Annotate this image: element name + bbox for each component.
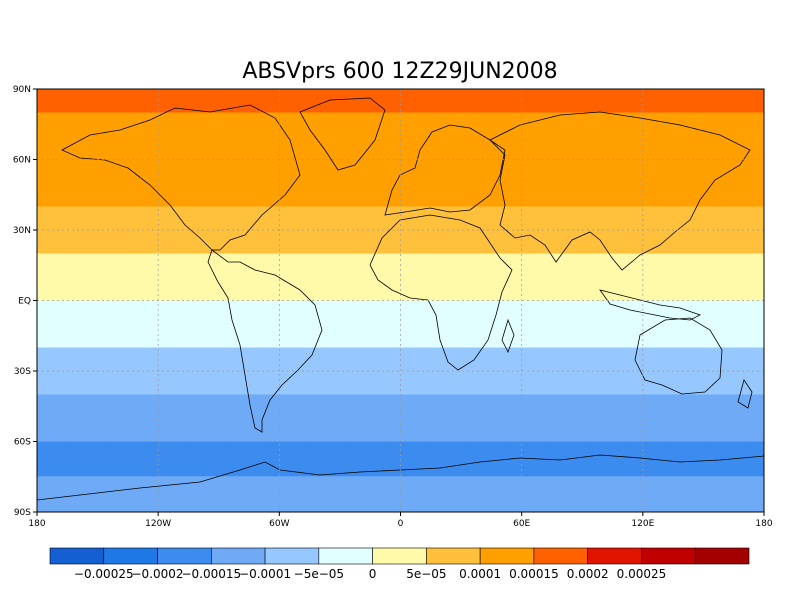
field-band-7 — [37, 394, 764, 442]
colorbar-swatch-11 — [641, 547, 696, 565]
x-tick-label-1: 120W — [145, 519, 171, 529]
coastline-new-zealand — [737, 379, 753, 409]
x-axis-ticks: 180 120W 60W 0 60E 120E 180 — [28, 512, 773, 529]
y-tick-label-3: EQ — [18, 297, 31, 307]
colorbar-swatch-5 — [318, 547, 373, 565]
colorbar-swatch-7 — [426, 547, 481, 565]
coastlines — [37, 97, 764, 501]
y-tick-label-1: 60N — [13, 156, 31, 166]
y-tick-label-5: 60S — [14, 438, 31, 448]
colorbar-swatch-9 — [533, 547, 588, 565]
colorbar-label-1: −0.0002 — [132, 567, 184, 581]
colorbar-label-4: −5e−05 — [294, 567, 344, 581]
coastline-south-america — [207, 249, 323, 433]
field-band-4 — [37, 253, 764, 301]
colorbar-label-2: −0.00015 — [181, 567, 241, 581]
graticule — [37, 89, 764, 512]
colorbar — [49, 547, 750, 565]
x-tick-label-4: 60E — [513, 519, 530, 529]
coastline-north-america — [61, 104, 301, 251]
x-tick-label-6: 180 — [755, 519, 772, 529]
colorbar-swatch-6 — [372, 547, 427, 565]
x-tick-label-2: 60W — [269, 519, 289, 529]
colorbar-swatch-10 — [587, 547, 642, 565]
y-tick-label-4: 30S — [14, 367, 31, 377]
y-tick-label-0: 90N — [13, 85, 31, 95]
x-tick-label-5: 120E — [631, 519, 654, 529]
colorbar-label-3: −0.0001 — [239, 567, 291, 581]
coastline-madagascar — [501, 318, 515, 354]
colorbar-label-6: 5e−05 — [406, 567, 446, 581]
colorbar-label-8: 0.00015 — [509, 567, 559, 581]
colorbar-swatch-2 — [157, 547, 212, 565]
coastline-africa — [369, 214, 513, 371]
colorbar-labels: −0.00025−0.0002−0.00015−0.0001 −5e−05 0 5e−… — [74, 567, 666, 581]
coastline-antarctica — [37, 454, 764, 501]
colorbar-label-10: 0.00025 — [617, 567, 667, 581]
colorbar-label-9: 0.0002 — [567, 567, 609, 581]
map-title: ABSVprs 600 12Z29JUN2008 — [242, 59, 557, 84]
coastline-australia — [634, 317, 723, 395]
colorbar-swatch-1 — [103, 547, 158, 565]
coastline-indonesia — [599, 289, 702, 321]
x-tick-label-3: 0 — [398, 519, 404, 529]
colorbar-label-5: 0 — [369, 567, 377, 581]
colorbar-swatch-4 — [264, 547, 320, 565]
colorbar-label-7: 0.0001 — [459, 567, 501, 581]
y-tick-label-2: 30N — [13, 226, 31, 236]
y-axis-ticks: 90N 60N 30N EQ 30S 60S 90S — [13, 85, 37, 518]
colorbar-swatch-12 — [694, 547, 750, 565]
colorbar-swatch-0 — [49, 547, 105, 565]
coastline-greenland — [299, 97, 386, 171]
colorbar-swatch-3 — [211, 547, 266, 565]
x-tick-label-0: 180 — [28, 519, 45, 529]
y-tick-label-6: 90S — [14, 508, 31, 518]
coastline-asia — [489, 111, 751, 271]
colorbar-label-0: −0.00025 — [74, 567, 134, 581]
field-band-2 — [37, 159, 764, 207]
colorbar-swatch-8 — [479, 547, 535, 565]
